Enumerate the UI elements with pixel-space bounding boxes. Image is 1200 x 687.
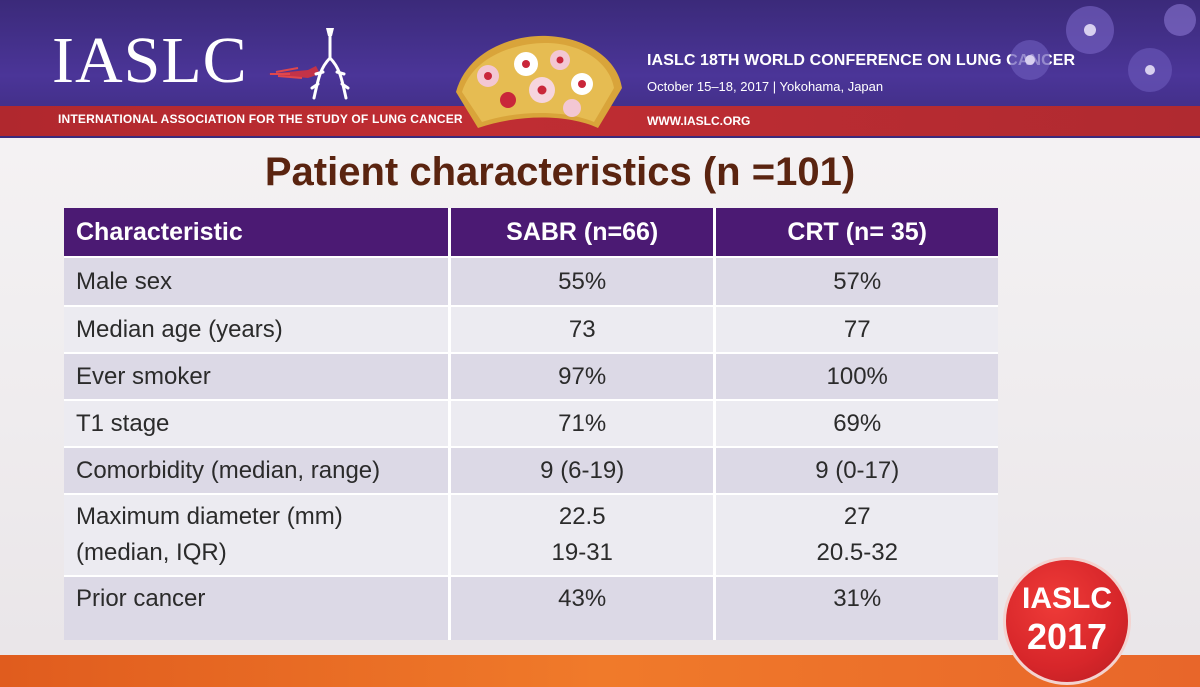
- characteristic-cell: Prior cancer: [64, 575, 451, 640]
- table-row: Male sex 55% 57%: [64, 256, 998, 306]
- characteristic-cell: T1 stage: [64, 399, 451, 447]
- lung-logo-icon: [268, 28, 350, 100]
- sabr-cell: 22.5 19-31: [449, 493, 717, 576]
- cell-text: 97%: [558, 362, 607, 390]
- badge-text-year: 2017: [1026, 616, 1108, 657]
- cell-text: 100%: [826, 362, 888, 390]
- cell-text: 73: [568, 315, 596, 343]
- fan-decoration-icon: [456, 35, 622, 129]
- table-row: Comorbidity (median, range) 9 (6-19) 9 (…: [64, 446, 998, 494]
- characteristic-cell: Median age (years): [64, 305, 451, 353]
- table-row: Ever smoker 97% 100%: [64, 352, 998, 400]
- header-characteristic: Characteristic: [64, 208, 451, 257]
- crt-cell: 9 (0-17): [714, 446, 998, 494]
- conference-date: October 15–18, 2017 | Yokohama, Japan: [647, 79, 884, 94]
- flowers-decoration-icon: [1010, 4, 1196, 92]
- sabr-cell: 55%: [449, 256, 717, 306]
- patient-characteristics-table: Characteristic SABR (n=66) CRT (n= 35) M…: [64, 208, 998, 640]
- sabr-cell: 9 (6-19): [449, 446, 717, 494]
- cell-text: 57%: [833, 267, 882, 295]
- cell-text: Ever smoker: [76, 362, 211, 390]
- crt-cell: 100%: [714, 352, 998, 400]
- cell-text: 9 (6-19): [540, 456, 625, 484]
- cell-text: 71%: [558, 409, 607, 437]
- crt-cell: 77: [714, 305, 998, 353]
- header-crt: CRT (n= 35): [714, 208, 998, 257]
- cell-text: 43%: [558, 585, 607, 612]
- crt-cell: 27 20.5-32: [714, 493, 998, 576]
- characteristic-cell: Ever smoker: [64, 352, 451, 400]
- cell-text: 19-31: [551, 539, 613, 566]
- table-header-row: Characteristic SABR (n=66) CRT (n= 35): [64, 208, 998, 257]
- cell-text: 69%: [833, 409, 882, 437]
- badge-text-iaslc: IASLC: [1022, 582, 1112, 615]
- cell-text: 9 (0-17): [815, 456, 900, 484]
- sabr-cell: 43%: [449, 575, 717, 640]
- cell-text: (median, IQR): [76, 539, 227, 566]
- cell-text: 22.5: [558, 503, 606, 530]
- cell-text: Prior cancer: [76, 585, 206, 612]
- cell-text: 55%: [558, 267, 607, 295]
- table-row: T1 stage 71% 69%: [64, 399, 998, 447]
- crt-cell: 57%: [714, 256, 998, 306]
- table-row: Maximum diameter (mm) (median, IQR) 22.5…: [64, 493, 998, 576]
- characteristic-cell: Maximum diameter (mm) (median, IQR): [64, 493, 451, 576]
- sabr-cell: 97%: [449, 352, 717, 400]
- organization-name: INTERNATIONAL ASSOCIATION FOR THE STUDY …: [58, 112, 463, 126]
- cell-text: 77: [843, 315, 871, 343]
- iaslc-logo-text: IASLC: [52, 24, 248, 97]
- cell-text: 31%: [833, 585, 882, 612]
- conference-website: WWW.IASLC.ORG: [647, 114, 751, 128]
- sabr-cell: 73: [449, 305, 717, 353]
- cell-text: T1 stage: [76, 409, 170, 437]
- sabr-cell: 71%: [449, 399, 717, 447]
- cell-text: 20.5-32: [816, 539, 898, 566]
- cell-text: 27: [843, 503, 871, 530]
- characteristic-cell: Comorbidity (median, range): [64, 446, 451, 494]
- crt-cell: 31%: [714, 575, 998, 640]
- crt-cell: 69%: [714, 399, 998, 447]
- cell-text: Comorbidity (median, range): [76, 456, 381, 484]
- cell-text: Median age (years): [76, 315, 283, 343]
- bottom-bar: [0, 655, 1200, 687]
- conference-banner: IASLC INTERNATIONAL ASSOCIATION FOR THE …: [0, 0, 1200, 138]
- table-row: Median age (years) 73 77: [64, 305, 998, 353]
- header-sabr: SABR (n=66): [449, 208, 717, 257]
- iaslc-2017-badge: IASLC 2017: [1003, 557, 1131, 685]
- slide-title: Patient characteristics (n =101): [264, 150, 856, 194]
- cell-text: Maximum diameter (mm): [76, 503, 343, 530]
- conference-title: IASLC 18TH WORLD CONFERENCE ON LUNG CANC…: [647, 52, 1076, 69]
- characteristic-cell: Male sex: [64, 256, 451, 306]
- cell-text: Male sex: [76, 267, 173, 295]
- table-row: Prior cancer 43% 31%: [64, 575, 998, 640]
